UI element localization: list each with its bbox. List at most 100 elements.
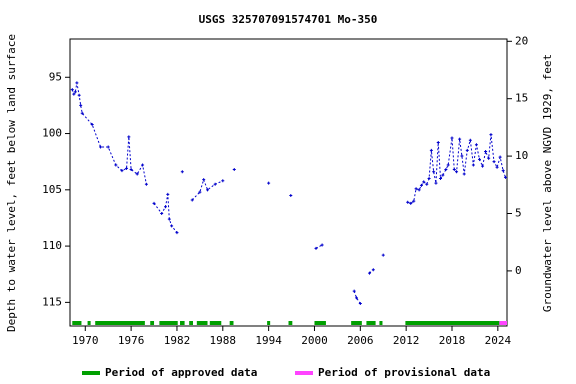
x-tick-label: 1976 bbox=[118, 334, 145, 347]
data-point bbox=[434, 181, 438, 185]
data-point bbox=[180, 170, 184, 174]
data-point bbox=[417, 188, 421, 192]
x-tick-label: 1994 bbox=[255, 334, 282, 347]
x-tick-label: 2024 bbox=[485, 334, 512, 347]
y-tick-label: 115 bbox=[42, 295, 62, 308]
x-tick-label: 2000 bbox=[301, 334, 328, 347]
data-point bbox=[471, 163, 475, 167]
data-point bbox=[80, 111, 84, 115]
data-point bbox=[465, 148, 469, 152]
data-point bbox=[120, 169, 124, 173]
period-bar bbox=[314, 321, 326, 325]
data-point bbox=[106, 145, 110, 149]
period-bar bbox=[366, 321, 376, 325]
period-bar bbox=[209, 321, 222, 325]
data-point bbox=[419, 183, 423, 187]
period-bar bbox=[72, 321, 82, 325]
y-tick-label: 95 bbox=[49, 70, 62, 83]
data-point bbox=[414, 187, 418, 191]
data-point bbox=[441, 173, 445, 177]
period-bar bbox=[229, 321, 234, 325]
data-point bbox=[72, 92, 76, 96]
y-axis-label: Depth to water level, feet below land su… bbox=[5, 34, 18, 332]
data-point bbox=[422, 180, 426, 184]
plot-frame bbox=[69, 38, 508, 327]
data-point bbox=[412, 199, 416, 203]
period-bar bbox=[180, 321, 185, 325]
x-tick-label: 2018 bbox=[439, 334, 466, 347]
x-tick-label: 2006 bbox=[347, 334, 374, 347]
data-point bbox=[135, 172, 139, 176]
data-point bbox=[289, 193, 293, 197]
period-bar bbox=[267, 321, 271, 325]
data-point bbox=[144, 182, 148, 186]
data-point bbox=[314, 246, 318, 250]
legend-label: Period of provisional data bbox=[318, 366, 490, 379]
data-point bbox=[427, 177, 431, 181]
data-point bbox=[232, 168, 236, 172]
data-point bbox=[367, 271, 371, 275]
data-point bbox=[452, 168, 456, 172]
data-point bbox=[73, 90, 77, 94]
period-bar bbox=[405, 321, 500, 325]
data-point bbox=[202, 178, 206, 182]
data-point bbox=[99, 145, 103, 149]
y2-tick-label: 0 bbox=[515, 264, 522, 277]
data-point bbox=[425, 182, 429, 186]
data-point bbox=[460, 154, 464, 158]
data-point bbox=[468, 138, 472, 142]
data-point bbox=[381, 253, 385, 257]
data-point bbox=[436, 141, 440, 145]
data-point bbox=[455, 170, 459, 174]
data-point bbox=[450, 136, 454, 140]
data-point bbox=[501, 169, 505, 173]
data-point bbox=[127, 135, 131, 139]
data-point bbox=[129, 168, 133, 172]
data-point bbox=[495, 165, 499, 169]
data-point bbox=[458, 137, 462, 141]
y2-axis-label: Groundwater level above NGVD 1929, feet bbox=[541, 54, 554, 312]
data-point bbox=[175, 231, 179, 235]
x-tick-label: 1982 bbox=[164, 334, 191, 347]
data-point bbox=[267, 181, 271, 185]
data-point bbox=[163, 205, 167, 209]
data-point bbox=[481, 164, 485, 168]
y2-tick-label: 10 bbox=[515, 149, 528, 162]
y-tick-label: 105 bbox=[42, 183, 62, 196]
data-point bbox=[190, 198, 194, 202]
data-point bbox=[406, 200, 410, 204]
data-point bbox=[492, 160, 496, 164]
data-point bbox=[152, 201, 156, 205]
legend-label: Period of approved data bbox=[105, 366, 257, 379]
data-point bbox=[70, 88, 74, 92]
data-point bbox=[114, 163, 118, 167]
data-point bbox=[444, 168, 448, 172]
period-bar bbox=[196, 321, 208, 325]
data-point bbox=[358, 301, 362, 305]
data-point bbox=[213, 182, 217, 186]
data-point bbox=[487, 156, 491, 160]
data-point bbox=[77, 93, 81, 97]
period-bar bbox=[159, 321, 178, 325]
data-point bbox=[432, 170, 436, 174]
y-tick-label: 110 bbox=[42, 239, 62, 252]
data-point bbox=[462, 172, 466, 176]
data-point bbox=[125, 166, 129, 170]
data-point bbox=[352, 289, 356, 293]
data-point bbox=[141, 163, 145, 167]
x-tick-label: 1988 bbox=[210, 334, 237, 347]
period-bar bbox=[379, 321, 383, 325]
x-tick-label: 2012 bbox=[393, 334, 420, 347]
data-point bbox=[206, 188, 210, 192]
series-line bbox=[71, 82, 506, 304]
data-point bbox=[439, 177, 443, 181]
period-bar bbox=[150, 321, 155, 325]
data-point bbox=[198, 190, 202, 194]
data-point bbox=[429, 148, 433, 152]
y2-tick-label: 20 bbox=[515, 34, 528, 47]
period-bar bbox=[288, 321, 293, 325]
data-point bbox=[90, 123, 94, 127]
period-bar bbox=[351, 321, 362, 325]
period-bar bbox=[95, 321, 145, 325]
